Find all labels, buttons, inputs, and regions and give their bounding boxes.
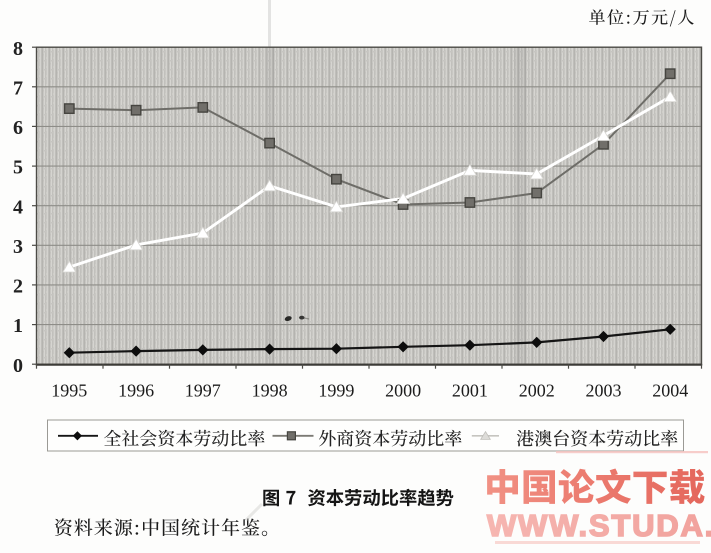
- svg-text:4: 4: [13, 196, 23, 218]
- svg-text:2: 2: [13, 276, 23, 298]
- svg-text:0: 0: [13, 355, 23, 377]
- svg-text:2000: 2000: [385, 381, 421, 401]
- svg-text:6: 6: [13, 117, 23, 139]
- svg-text:2004: 2004: [652, 381, 688, 401]
- svg-text:2001: 2001: [452, 381, 488, 401]
- svg-text:2003: 2003: [586, 381, 622, 401]
- svg-text:2002: 2002: [519, 381, 555, 401]
- svg-text:WWW.STUDA.: WWW.STUDA.: [487, 508, 711, 543]
- svg-text:1999: 1999: [318, 381, 354, 401]
- svg-text:5: 5: [13, 157, 23, 179]
- svg-text:1998: 1998: [252, 381, 288, 401]
- svg-text:1996: 1996: [118, 381, 154, 401]
- svg-text:3: 3: [13, 236, 23, 258]
- svg-text:7: 7: [13, 77, 23, 99]
- svg-text:1995: 1995: [51, 381, 87, 401]
- svg-text:1: 1: [13, 315, 23, 337]
- svg-text:8: 8: [13, 38, 23, 60]
- svg-text:1997: 1997: [185, 381, 221, 401]
